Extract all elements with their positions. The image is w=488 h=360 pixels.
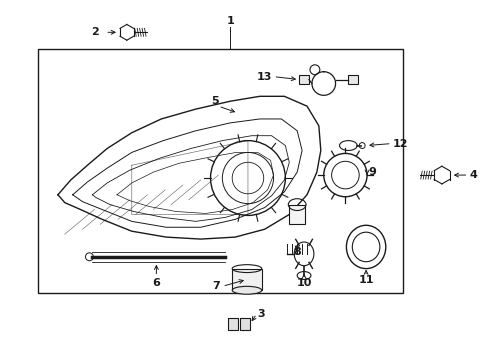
Bar	[240, 318, 249, 330]
Text: 6: 6	[152, 278, 160, 288]
Text: 8: 8	[293, 247, 301, 257]
Bar	[299, 75, 308, 85]
Text: 4: 4	[468, 170, 476, 180]
Bar	[232, 269, 261, 290]
Text: 7: 7	[212, 281, 220, 291]
Text: 10: 10	[296, 278, 311, 288]
Text: 9: 9	[367, 167, 375, 177]
Ellipse shape	[232, 286, 261, 294]
Bar	[228, 318, 238, 330]
Text: 3: 3	[257, 309, 265, 319]
Text: 12: 12	[392, 139, 407, 149]
Bar	[347, 75, 358, 85]
Bar	[38, 49, 402, 293]
Bar	[289, 204, 305, 224]
Text: 2: 2	[91, 27, 99, 37]
Text: 11: 11	[358, 275, 373, 285]
Text: 5: 5	[211, 96, 219, 106]
Text: 1: 1	[226, 15, 234, 26]
Text: 13: 13	[256, 72, 271, 82]
